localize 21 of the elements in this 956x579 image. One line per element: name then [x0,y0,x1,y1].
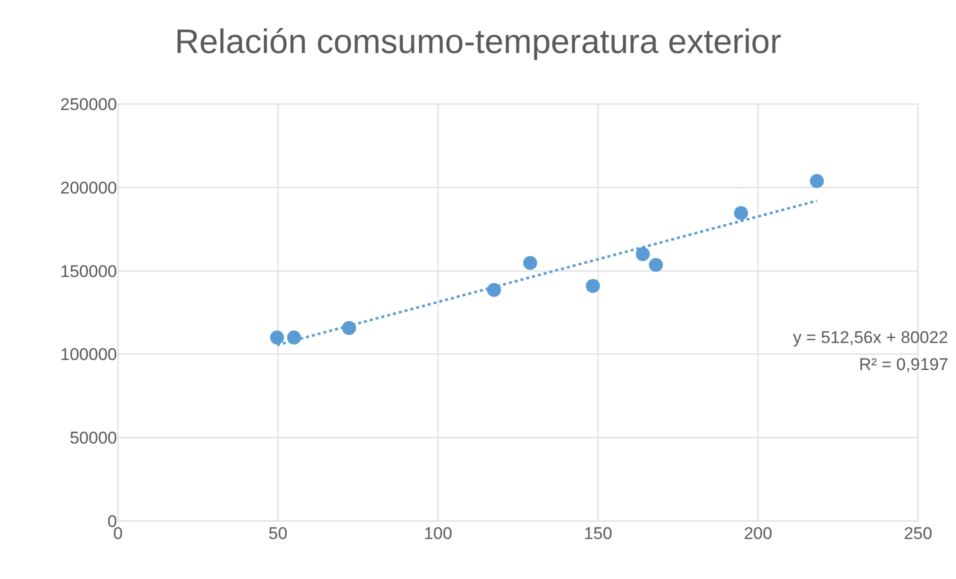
annotation: y = 512,56x + 80022 [793,328,948,347]
x-tick-label: 100 [424,524,452,543]
point [810,174,824,188]
y-tick-label: 50000 [70,428,117,448]
y-tick-label: 250000 [60,94,117,114]
point [734,206,748,220]
x-tick-label: 50 [268,524,288,543]
point [636,247,650,262]
point [523,256,538,270]
point [287,330,301,345]
x-tick-label: 200 [744,524,772,543]
y-tick-label: 100000 [60,345,117,364]
point [586,278,600,293]
annotation: R² = 0,9197 [859,355,948,374]
x-tick-label: 150 [584,524,612,543]
y-tick-label: 200000 [60,178,117,198]
y-tick-label: 150000 [60,262,117,281]
chart-title: Relación comsumo-temperatura exterior [174,22,782,61]
point [648,258,663,272]
point [270,330,284,345]
x-tick-label: 250 [904,524,932,543]
